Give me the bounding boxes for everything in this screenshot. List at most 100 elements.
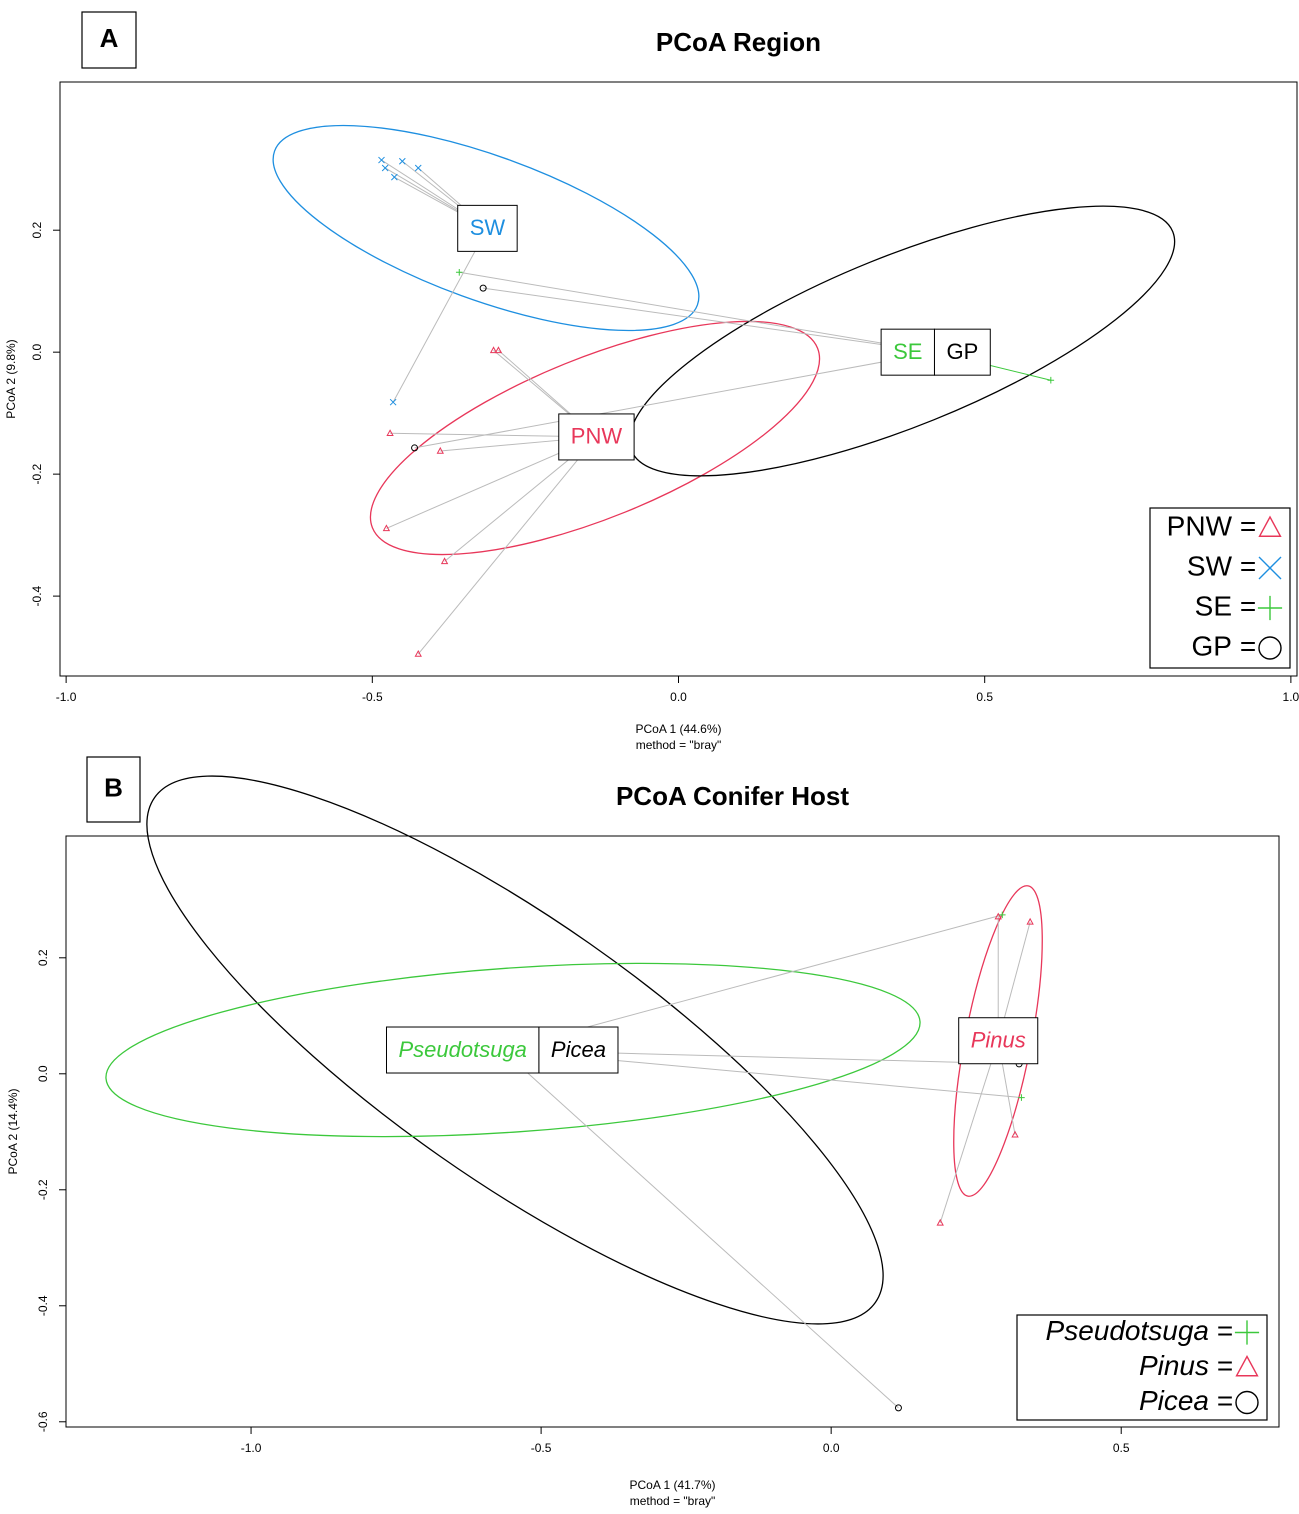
centroid-label: Pinus	[971, 1028, 1026, 1053]
point	[382, 524, 391, 532]
point	[436, 446, 444, 454]
x-axis-sublabel: method = "bray"	[636, 738, 722, 752]
point	[389, 398, 397, 406]
x-axis-label: PCoA 1 (44.6%)	[635, 722, 721, 736]
legend-box	[1016, 1314, 1268, 1421]
x-tick-label: -0.5	[362, 690, 383, 704]
centroid-label-box	[538, 1026, 619, 1074]
y-tick-label: -0.6	[36, 1411, 50, 1432]
y-tick-label: -0.2	[30, 463, 44, 484]
point	[1047, 376, 1055, 384]
panel-letter: B	[104, 772, 123, 802]
centroid-label: Pseudotsuga	[398, 1037, 526, 1062]
point	[994, 912, 1002, 920]
legend-marker	[1258, 515, 1282, 537]
centroid-label: GP	[946, 339, 978, 364]
point	[414, 164, 422, 172]
centroid-label-box	[457, 204, 518, 252]
panel-letter: A	[100, 23, 119, 53]
point	[378, 156, 385, 164]
centroid-label-box	[880, 328, 935, 376]
plot-frame	[59, 81, 1298, 677]
spider-line	[459, 271, 936, 353]
x-tick-label: 1.0	[1283, 690, 1299, 704]
point	[455, 268, 463, 276]
point	[398, 157, 406, 165]
chart-title: PCoA Conifer Host	[616, 781, 849, 811]
ellipses-a	[272, 124, 1176, 556]
centroid-label: SE	[893, 339, 922, 364]
y-tick-label: 0.2	[30, 222, 44, 239]
point	[998, 911, 1006, 919]
legend-label: Pinus	[1139, 1350, 1209, 1381]
legend-separator: =	[1240, 550, 1256, 581]
y-tick-label: -0.4	[30, 585, 44, 606]
chart-title: PCoA Region	[656, 27, 821, 57]
point	[381, 164, 389, 172]
point	[411, 444, 419, 452]
point	[894, 1404, 902, 1412]
legend-label: GP	[1192, 630, 1232, 661]
spider-line	[483, 287, 936, 353]
confidence-ellipse	[272, 124, 700, 332]
centroid-label-box	[958, 1017, 1039, 1065]
y-tick-label: 0.0	[36, 1065, 50, 1082]
legend-separator: =	[1217, 1350, 1233, 1381]
x-tick-label: 0.5	[1113, 1441, 1130, 1455]
spider-line	[939, 1040, 999, 1223]
legend-separator: =	[1240, 510, 1256, 541]
centroid-label-box	[558, 413, 635, 461]
legend-separator: =	[1217, 1385, 1233, 1416]
legend-label: Picea	[1139, 1385, 1209, 1416]
legend-marker	[1235, 1390, 1259, 1415]
plot-frame	[65, 835, 1280, 1428]
y-axis-label: PCoA 2 (9.8%)	[4, 339, 18, 418]
spider-line	[501, 1049, 899, 1409]
x-tick-label: 0.0	[670, 690, 687, 704]
point	[440, 557, 449, 565]
point	[479, 284, 487, 292]
legend-marker	[1257, 595, 1283, 621]
point	[1011, 1130, 1019, 1138]
confidence-ellipse	[146, 775, 884, 1325]
point	[489, 346, 498, 354]
legend-separator: =	[1240, 630, 1256, 661]
legend-separator: =	[1217, 1315, 1233, 1346]
point	[414, 649, 422, 657]
point	[1018, 1094, 1025, 1101]
x-tick-label: 0.0	[823, 1441, 840, 1455]
confidence-ellipse	[105, 962, 921, 1138]
panel-letter-box	[86, 756, 141, 823]
legend-box	[1149, 507, 1291, 669]
centroid-label-box	[385, 1026, 540, 1074]
legend-label: SW	[1187, 550, 1233, 581]
legend-label: PNW	[1167, 510, 1233, 541]
x-tick-label: -1.0	[56, 690, 77, 704]
y-tick-label: -0.4	[36, 1295, 50, 1316]
centroid-label: SW	[470, 215, 506, 240]
y-tick-label: 0.0	[30, 344, 44, 361]
legend-label: SE	[1195, 590, 1232, 621]
x-axis-label: PCoA 1 (41.7%)	[629, 1478, 715, 1492]
panel-0: A PCoA Region -1.0 -0.5 0.0 0.5 1.0 -0.4 -0.2 0.0…	[4, 11, 1299, 752]
x-tick-label: 0.5	[976, 690, 993, 704]
centroid-label: Picea	[551, 1037, 606, 1062]
spider-line	[414, 351, 936, 449]
confidence-ellipse	[369, 320, 821, 556]
y-tick-label: -0.2	[36, 1179, 50, 1200]
y-axis-label: PCoA 2 (14.4%)	[6, 1088, 20, 1174]
point	[391, 173, 398, 181]
panel-1: B PCoA Conifer Host -1.0 -0.5 0.0 0.5 -0.6 -0.4…	[6, 756, 1280, 1508]
centroid-label: PNW	[571, 424, 623, 449]
legend-label: Pseudotsuga	[1046, 1315, 1209, 1346]
centroid-label-box	[933, 328, 991, 376]
spider-line	[392, 228, 488, 403]
point	[936, 1218, 944, 1226]
point	[386, 429, 394, 437]
legend-marker	[1235, 1355, 1259, 1377]
x-tick-label: -0.5	[531, 1441, 552, 1455]
legend-separator: =	[1240, 590, 1256, 621]
point	[494, 346, 503, 354]
legend-marker	[1258, 636, 1282, 660]
